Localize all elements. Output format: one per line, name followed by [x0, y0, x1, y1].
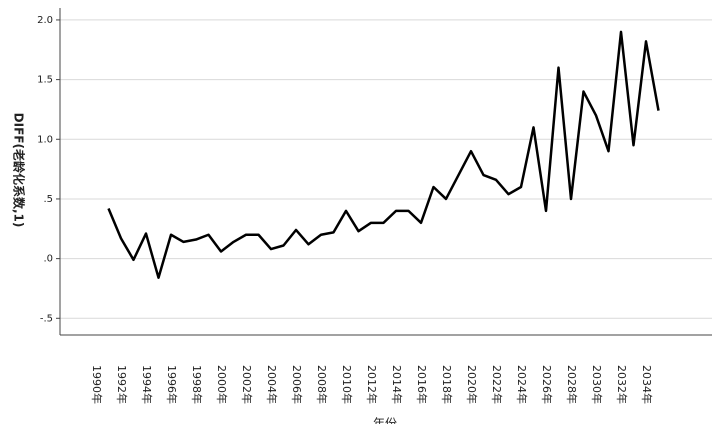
x-tick-label: 2000年	[215, 365, 229, 404]
x-tick-label: 2030年	[590, 365, 604, 404]
x-tick-label: 1998年	[190, 365, 204, 404]
x-tick-label: 2012年	[365, 365, 379, 404]
x-tick-label: 1994年	[140, 365, 154, 404]
x-tick-label: 2034年	[640, 365, 654, 404]
x-tick-label: 2022年	[490, 365, 504, 404]
x-tick-label: 2014年	[390, 365, 404, 404]
y-axis-title: DIFF(老龄化系数,1)	[12, 113, 27, 228]
x-tick-label: 1996年	[165, 365, 179, 404]
x-tick-label: 1992年	[115, 365, 129, 404]
x-tick-label: 2016年	[415, 365, 429, 404]
x-tick-label: 2032年	[615, 365, 629, 404]
x-tick-label: 2020年	[465, 365, 479, 404]
x-tick-label: 1990年	[90, 365, 104, 404]
x-tick-label: 2004年	[265, 365, 279, 404]
x-axis-title: 年份	[373, 417, 397, 424]
y-tick-label: -.5	[40, 313, 53, 324]
x-tick-label: 2002年	[240, 365, 254, 404]
x-tick-label: 2026年	[540, 365, 554, 404]
x-tick-label: 2008年	[315, 365, 329, 404]
y-tick-label: 2.0	[37, 15, 53, 26]
x-tick-label: 2024年	[515, 365, 529, 404]
y-tick-label: 1.5	[37, 75, 53, 86]
x-tick-label: 2028年	[565, 365, 579, 404]
y-tick-label: .5	[43, 194, 53, 205]
x-tick-label: 2018年	[440, 365, 454, 404]
y-tick-label: .0	[43, 254, 53, 265]
x-tick-label: 2006年	[290, 365, 304, 404]
x-tick-label: 2010年	[340, 365, 354, 404]
y-tick-label: 1.0	[37, 134, 53, 145]
line	[107, 30, 660, 279]
